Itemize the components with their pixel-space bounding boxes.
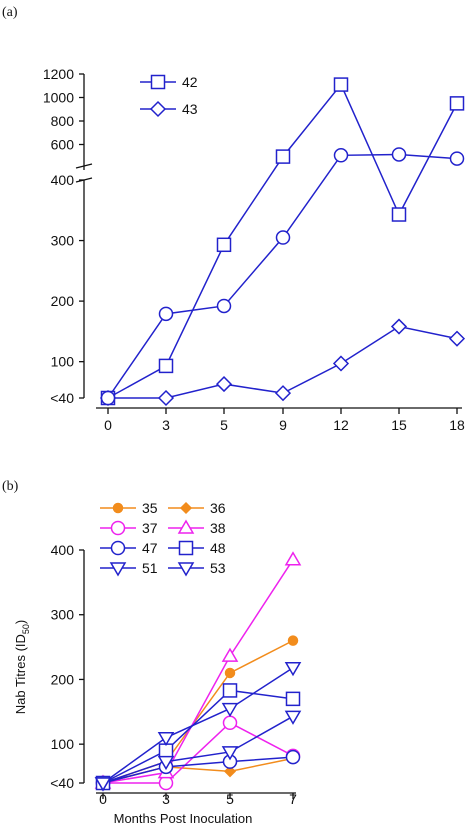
panel-a-point	[391, 207, 407, 222]
panel-b-point	[284, 662, 302, 677]
panel-a-point	[157, 389, 175, 407]
panel-a-y-tick-label: 600	[51, 137, 75, 153]
panel-b-legend-marker	[112, 502, 124, 514]
panel-a-y-tick-label: 800	[51, 113, 75, 129]
panel-b-y-tick-label: <40	[50, 775, 74, 791]
panel-a-y-tick-label: 100	[51, 354, 75, 370]
panel-a-x-tick-label: 9	[279, 417, 287, 433]
panel-a-point	[448, 330, 466, 347]
panel-b-legend-marker	[178, 540, 194, 556]
panel-a-point	[449, 151, 465, 166]
panel-b-legend-label: 51	[142, 560, 158, 576]
panel-b-point	[158, 775, 174, 791]
panel-b-legend-marker	[177, 562, 195, 577]
panel-b-legend-marker	[179, 501, 193, 515]
panel-b-x-axis-label: Months Post Inoculation	[114, 811, 253, 826]
panel-a-point	[391, 147, 407, 162]
panel-a-legend-marker	[150, 74, 166, 90]
panel-a-legend-label: 43	[182, 101, 198, 117]
panel-a-legend-label: 42	[182, 74, 198, 90]
panel-b-point	[157, 755, 175, 771]
panel-b-x-tick-label: 3	[162, 791, 170, 807]
panel-a-x-tick-label: 18	[449, 417, 465, 433]
panel-a-point	[333, 77, 349, 92]
panel-b-legend-label: 48	[210, 540, 226, 556]
panel-a-point	[390, 318, 408, 335]
panel-b-y-tick-label: 200	[51, 671, 75, 687]
panel-b-point	[224, 667, 236, 679]
panel-a-point	[275, 149, 291, 164]
panel-b-legend-label: 35	[142, 500, 158, 516]
panel-b-legend-label: 38	[210, 520, 226, 536]
panel-b-x-tick-label: 7	[289, 791, 297, 807]
panel-b-series-line	[102, 689, 294, 784]
panel-b-series-line	[102, 559, 294, 784]
panel-b-legend-label: 37	[142, 520, 158, 536]
panel-b-series-line	[102, 667, 294, 784]
panel-a-point	[100, 390, 116, 406]
panel-b-point	[222, 683, 238, 698]
panel-b-x-tick-label: 5	[226, 791, 234, 807]
panel-b-point	[221, 647, 239, 662]
panel-b-point	[223, 765, 237, 778]
panel-a-y-tick-label: 1000	[43, 90, 74, 106]
panel-a-point	[158, 358, 174, 374]
panel-b-point	[284, 551, 302, 566]
panel-b-y-tick-label: 100	[51, 736, 75, 752]
panel-b-legend-label: 53	[210, 560, 226, 576]
panel-a-x-tick-label: 3	[162, 417, 170, 433]
panel-b-point	[157, 731, 175, 747]
panel-b-legend-marker	[109, 562, 127, 577]
panel-a-legend-marker	[149, 100, 167, 118]
panel-b-point	[221, 702, 239, 718]
panel-b-y-tick-label: 400	[51, 542, 75, 558]
panel-a-y-tick-label: <40	[50, 390, 74, 406]
panel-a-point	[216, 298, 232, 314]
panel-a-x-tick-label: 5	[220, 417, 228, 433]
panel-a-y-axis	[75, 74, 93, 398]
panel-b-point	[287, 635, 299, 646]
panel-b-series-line	[102, 715, 294, 784]
panel-b-point	[285, 691, 301, 707]
panel-b-y-axis-label: Nab Titres (ID50)	[13, 620, 31, 715]
panel-b-point	[94, 777, 112, 792]
panel-b-y-tick-label: 300	[51, 607, 75, 623]
panel-a-y-tick-label: 300	[51, 233, 75, 249]
panel-b-series-line	[102, 756, 294, 784]
panel-a-point	[333, 148, 349, 163]
panel-a-y-tick-label: 1200	[43, 66, 74, 82]
panel-b-x-tick-label: 0	[99, 791, 107, 807]
panel-b-point	[222, 715, 238, 731]
panel-b-label: (b)	[2, 479, 19, 494]
panel-a-x-tick-label: 0	[104, 417, 112, 433]
panel-b-point	[284, 710, 302, 725]
panel-a-y-tick-label: 400	[51, 172, 75, 188]
panel-a-point	[216, 237, 232, 253]
panel-a-point	[158, 306, 174, 322]
panel-a-x-tick-label: 12	[333, 417, 349, 433]
panel-b-legend-marker	[110, 520, 126, 536]
panel-b-legend-marker	[110, 540, 126, 556]
panel-a-point	[275, 230, 291, 245]
panel-b-point	[285, 749, 301, 765]
panel-b-series-line	[103, 721, 294, 784]
panel-a-point	[332, 355, 350, 372]
panel-b-point	[221, 746, 239, 761]
panel-a-point	[274, 385, 292, 402]
panel-b-legend-label: 47	[142, 540, 158, 556]
panel-a-label: (a)	[2, 5, 18, 20]
panel-a-y-tick-label: 200	[51, 293, 75, 309]
panel-a-point	[215, 376, 233, 393]
panel-a-point	[449, 96, 465, 111]
panel-b-legend-label: 36	[210, 500, 226, 516]
panel-a-x-tick-label: 15	[391, 417, 407, 433]
panel-b-legend-marker	[177, 519, 195, 534]
